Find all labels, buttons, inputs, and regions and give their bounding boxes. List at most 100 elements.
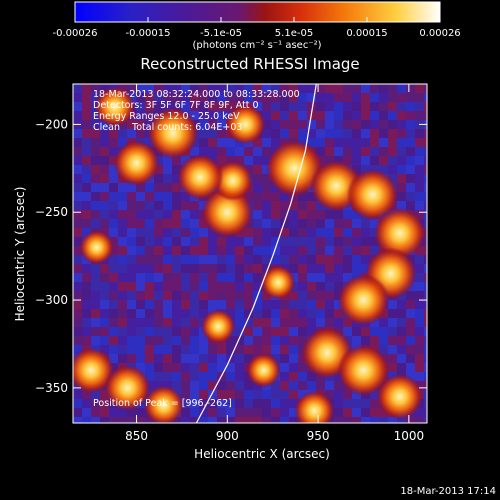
heatmap-cell — [235, 318, 244, 327]
heatmap-cell — [316, 219, 325, 228]
heatmap-cell — [73, 291, 82, 300]
heatmap-cell — [325, 309, 334, 318]
heatmap-cell — [316, 138, 325, 147]
heatmap-cell — [415, 156, 424, 165]
x-axis-label: Heliocentric X (arcsec) — [194, 447, 330, 461]
heatmap-cell — [154, 300, 163, 309]
heatmap-cell — [181, 273, 190, 282]
heatmap-cell — [289, 219, 298, 228]
heatmap-cell — [271, 201, 280, 210]
heatmap-cell — [154, 291, 163, 300]
heatmap-cell — [352, 408, 361, 417]
heatmap-cell — [226, 255, 235, 264]
heatmap-cell — [208, 93, 217, 102]
heatmap-cell — [397, 111, 406, 120]
heatmap-cell — [370, 129, 379, 138]
heatmap-cell — [271, 84, 280, 93]
heatmap-cell — [244, 246, 253, 255]
heatmap-cell — [226, 309, 235, 318]
heatmap-cell — [181, 354, 190, 363]
heatmap-cell — [235, 399, 244, 408]
heatmap-cell — [334, 417, 343, 423]
heatmap-cell — [424, 93, 427, 102]
heatmap-cell — [379, 120, 388, 129]
heatmap-cell — [199, 399, 208, 408]
heatmap-cell — [145, 291, 154, 300]
heatmap-cell — [145, 300, 154, 309]
heatmap-cell — [334, 237, 343, 246]
heatmap-cell — [136, 336, 145, 345]
info-line-time: 18-Mar-2013 08:32:24.000 to 08:33:28.000 — [93, 89, 300, 100]
heatmap-cell — [406, 300, 415, 309]
heatmap-cell — [325, 255, 334, 264]
heatmap-cell — [271, 417, 280, 423]
heatmap-cell — [208, 273, 217, 282]
heatmap-cell — [172, 381, 181, 390]
heatmap-cell — [289, 390, 298, 399]
heatmap-cell — [226, 336, 235, 345]
heatmap-cell — [253, 210, 262, 219]
heatmap-cell — [100, 336, 109, 345]
heatmap-cell — [100, 390, 109, 399]
heatmap-cell — [325, 102, 334, 111]
heatmap-cell — [415, 93, 424, 102]
heatmap-cell — [118, 228, 127, 237]
heatmap-cell — [226, 138, 235, 147]
heatmap-cell — [172, 183, 181, 192]
heatmap-cell — [73, 138, 82, 147]
heatmap-cell — [289, 408, 298, 417]
heatmap-cell — [280, 372, 289, 381]
heatmap-cell — [217, 246, 226, 255]
heatmap-cell — [127, 246, 136, 255]
heatmap-cell — [343, 228, 352, 237]
heatmap-cell — [415, 255, 424, 264]
y-tick-label: −350 — [35, 381, 68, 395]
heatmap-cell — [379, 93, 388, 102]
heatmap-cell — [100, 300, 109, 309]
heatmap-cell — [154, 192, 163, 201]
heatmap-cell — [217, 282, 226, 291]
heatmap-cell — [334, 318, 343, 327]
heatmap-cell — [127, 201, 136, 210]
heatmap-cell — [100, 183, 109, 192]
heatmap-cell — [217, 363, 226, 372]
heatmap-cell — [280, 228, 289, 237]
heatmap-cell — [226, 408, 235, 417]
heatmap-cell — [73, 102, 82, 111]
heatmap-cell — [244, 282, 253, 291]
heatmap-cell — [424, 354, 427, 363]
heatmap-cell — [334, 399, 343, 408]
heatmap-cell — [226, 372, 235, 381]
heatmap-cell — [280, 246, 289, 255]
heatmap-cell — [271, 219, 280, 228]
heatmap-cell — [388, 327, 397, 336]
heatmap-cell — [118, 345, 127, 354]
heatmap-cell — [379, 165, 388, 174]
heatmap-cell — [370, 336, 379, 345]
heatmap-cell — [82, 318, 91, 327]
heatmap-cell — [253, 174, 262, 183]
heatmap-cell — [127, 336, 136, 345]
heatmap-cell — [397, 147, 406, 156]
heatmap-cell — [271, 192, 280, 201]
heatmap-cell — [208, 300, 217, 309]
heatmap-cell — [415, 111, 424, 120]
heatmap-cell — [199, 246, 208, 255]
heatmap-cell — [235, 84, 244, 93]
heatmap-cell — [406, 84, 415, 93]
heatmap-cell — [181, 372, 190, 381]
heatmap-cell — [352, 327, 361, 336]
heatmap-cell — [163, 327, 172, 336]
heatmap-cell — [244, 354, 253, 363]
heatmap-cell — [397, 138, 406, 147]
heatmap-cell — [352, 147, 361, 156]
heatmap-cell — [262, 336, 271, 345]
heatmap-cell — [244, 327, 253, 336]
heatmap-cell — [253, 327, 262, 336]
heatmap-cell — [280, 210, 289, 219]
heatmap-cell — [280, 318, 289, 327]
heatmap-cell — [82, 138, 91, 147]
heatmap-cell — [361, 417, 370, 423]
heatmap-cell — [298, 327, 307, 336]
info-line-clean: Clean Total counts: 6.04E+03 — [93, 122, 242, 133]
